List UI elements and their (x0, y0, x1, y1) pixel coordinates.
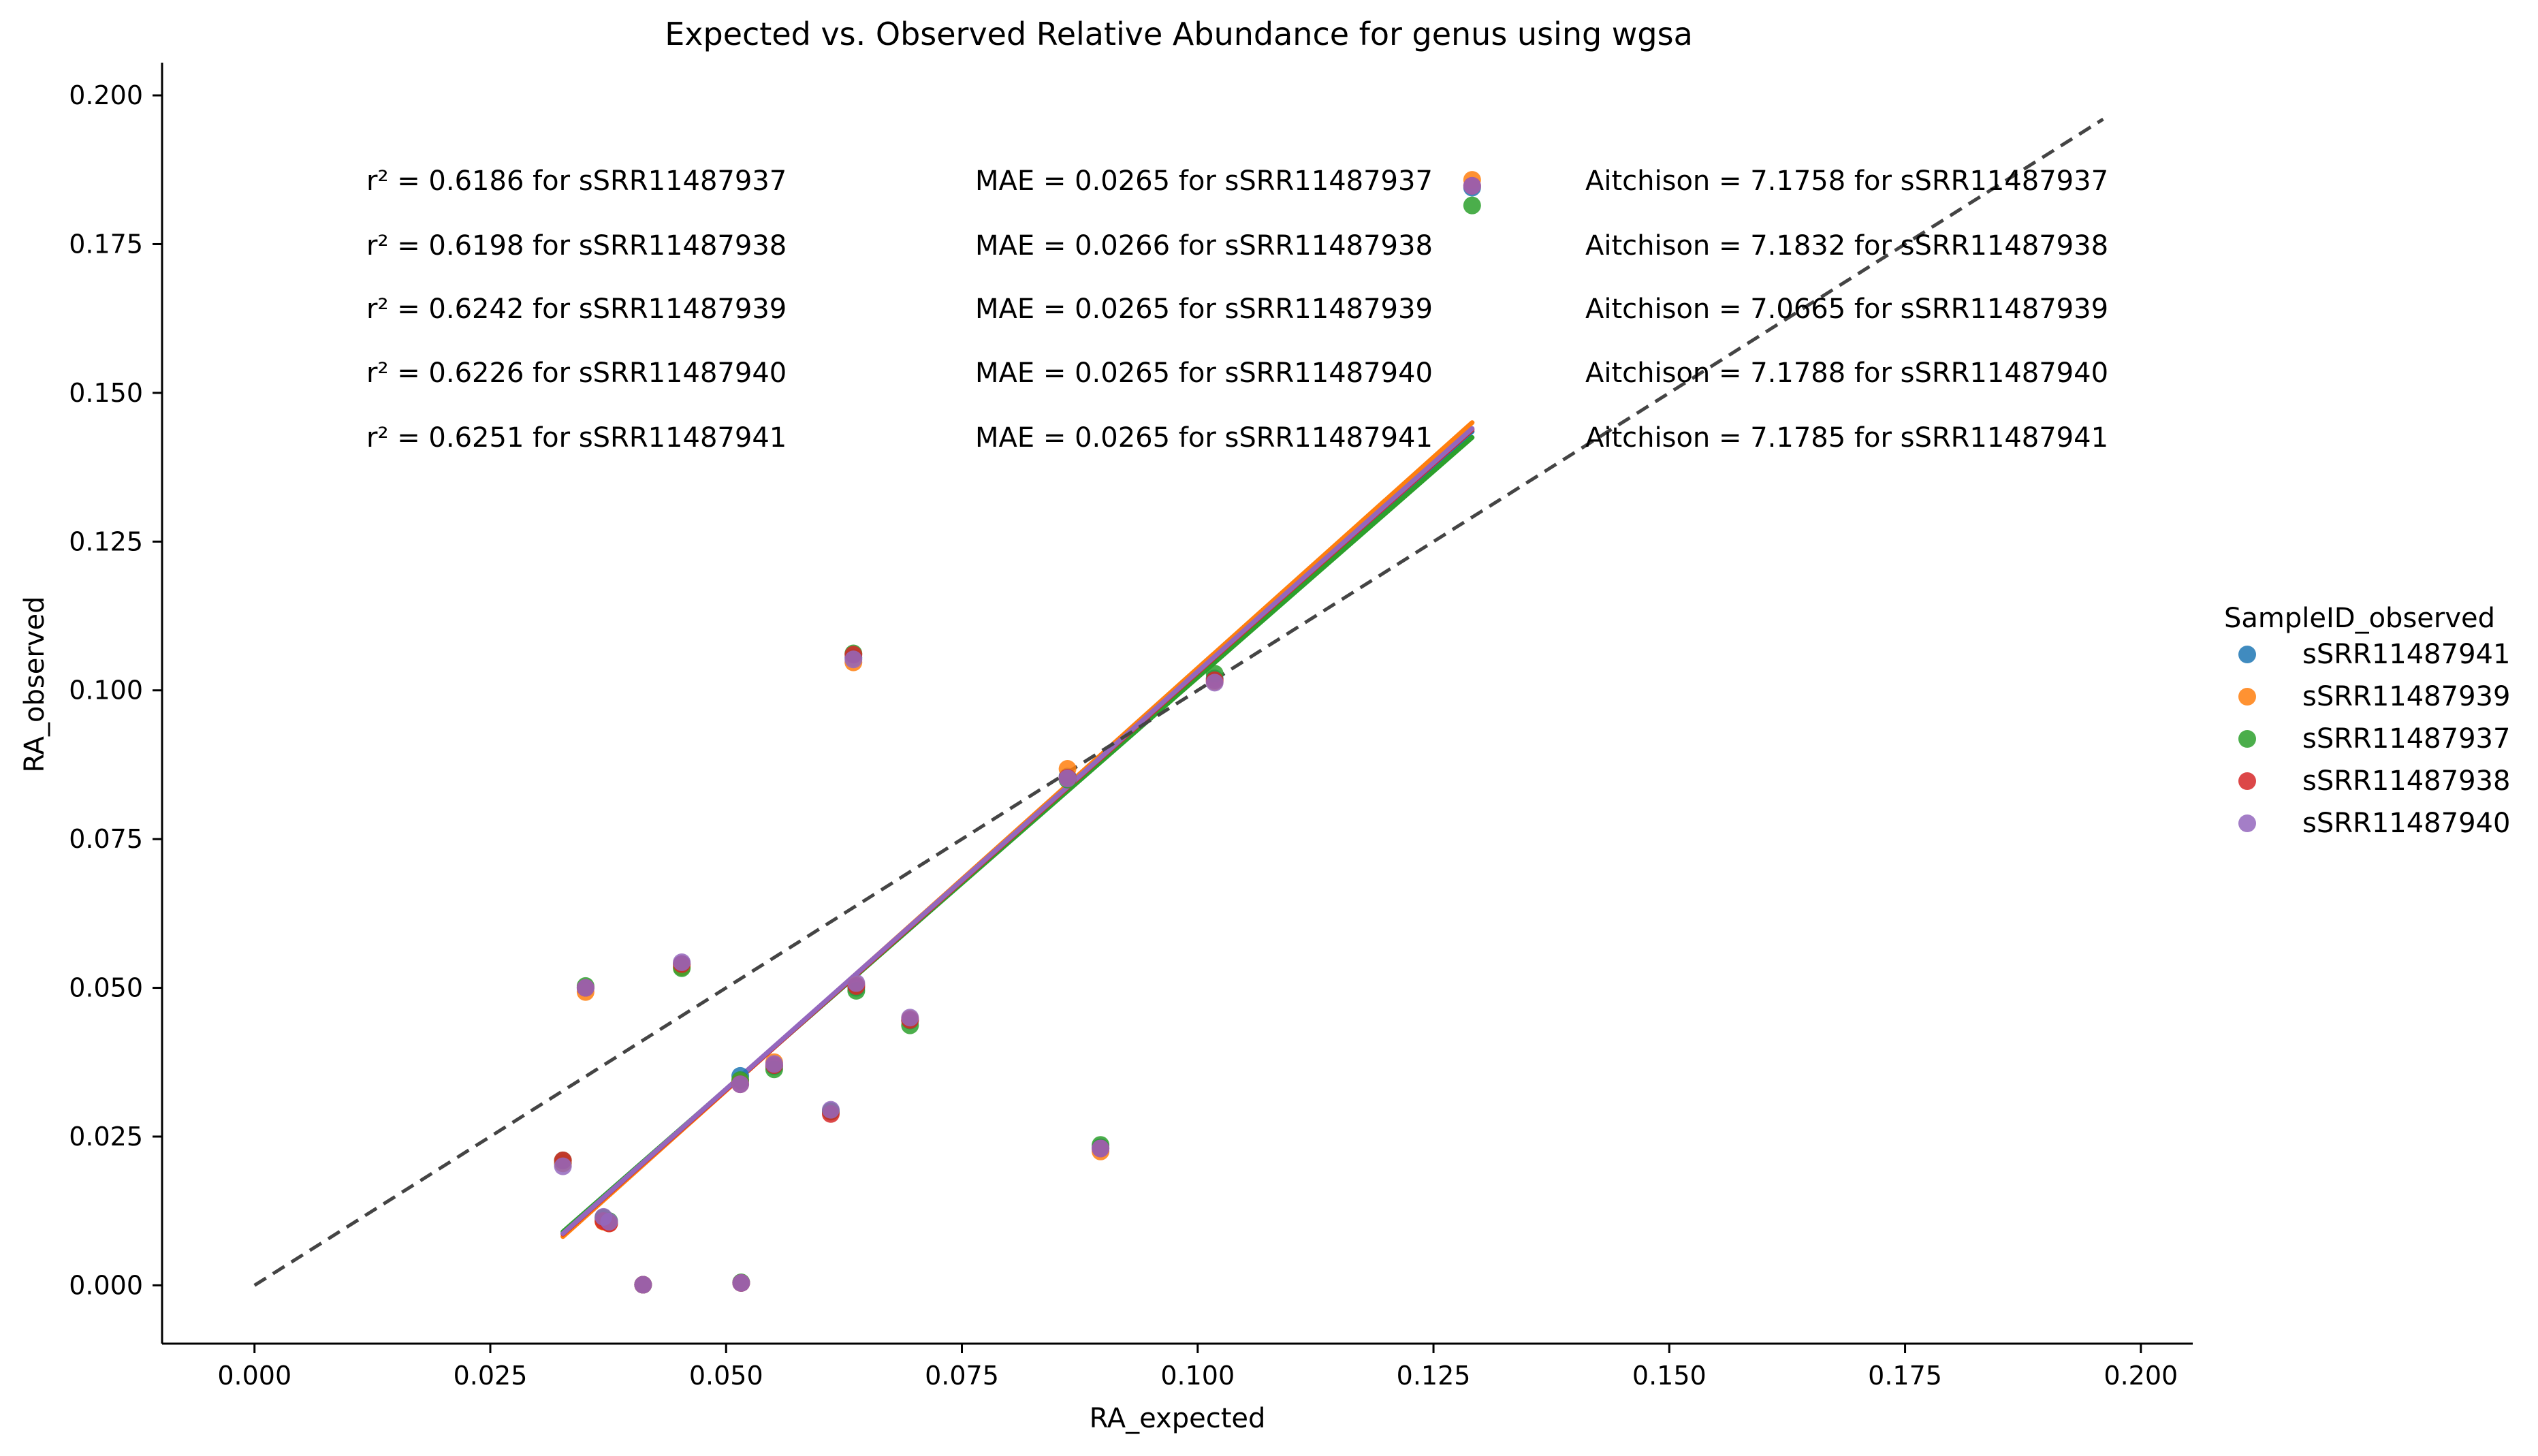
annotation-aitchison: Aitchison = 7.1832 for sSRR11487938 (1585, 230, 2108, 262)
x-tick-label: 0.175 (1868, 1361, 1942, 1391)
legend-title: SampleID_observed (2224, 603, 2495, 634)
chart-title: Expected vs. Observed Relative Abundance… (665, 16, 1693, 52)
annotation-aitchison: Aitchison = 7.1758 for sSRR11487937 (1585, 165, 2108, 197)
x-tick-label: 0.100 (1160, 1361, 1235, 1391)
identity-line-group (253, 117, 2104, 1287)
x-tick-label: 0.050 (689, 1361, 763, 1391)
legend-marker (2238, 814, 2256, 832)
data-point-sSRR11487940 (765, 1055, 783, 1073)
y-tick-label: 0.075 (69, 824, 143, 854)
legend-entry-label: sSRR11487941 (2302, 639, 2510, 670)
y-tick-label: 0.125 (69, 526, 143, 556)
legend-marker (2238, 646, 2256, 663)
annotation-mae: MAE = 0.0266 for sSRR11487938 (975, 230, 1433, 262)
legend-marker (2238, 688, 2256, 706)
annotation-r2: r² = 0.6186 for sSRR11487937 (366, 165, 787, 197)
x-tick-label: 0.200 (2104, 1361, 2178, 1391)
annotation-mae: MAE = 0.0265 for sSRR11487937 (975, 165, 1433, 197)
annotation-mae: MAE = 0.0265 for sSRR11487939 (975, 294, 1433, 325)
regression-lines (560, 420, 1475, 1239)
legend-marker (2238, 772, 2256, 790)
data-point-sSRR11487940 (600, 1212, 618, 1231)
legend-entry-label: sSRR11487938 (2302, 765, 2510, 797)
legend-entry-label: sSRR11487940 (2302, 808, 2510, 839)
x-tick-label: 0.125 (1397, 1361, 1471, 1391)
x-tick-label: 0.150 (1632, 1361, 1707, 1391)
annotation-aitchison: Aitchison = 7.1788 for sSRR11487940 (1585, 358, 2108, 389)
data-point-sSRR11487940 (1205, 674, 1224, 692)
data-point-sSRR11487940 (576, 979, 594, 997)
y-axis-ticks: 0.000 0.025 0.050 0.075 0.100 0.125 0.150 0.175… (69, 80, 162, 1300)
y-tick-label: 0.150 (69, 378, 143, 408)
data-point-sSRR11487940 (554, 1157, 572, 1175)
data-point-sSRR11487940 (1058, 770, 1077, 788)
data-point-sSRR11487940 (732, 1273, 750, 1292)
x-tick-label: 0.025 (454, 1361, 528, 1391)
annotation-aitchison: Aitchison = 7.0665 for sSRR11487939 (1585, 294, 2108, 325)
data-point-sSRR11487940 (673, 953, 691, 971)
x-axis-ticks: 0.000 0.025 0.050 0.075 0.100 0.125 0.150 0.175… (217, 1344, 2178, 1391)
data-point-sSRR11487937 (1463, 196, 1481, 215)
data-point-sSRR11487940 (847, 974, 866, 992)
data-points (554, 171, 1481, 1294)
y-tick-label: 0.200 (69, 80, 143, 110)
data-point-sSRR11487940 (1092, 1139, 1110, 1158)
x-tick-label: 0.075 (925, 1361, 999, 1391)
data-point-sSRR11487940 (1463, 176, 1481, 195)
annotation-r2: r² = 0.6226 for sSRR11487940 (366, 358, 787, 389)
metric-annotations: r² = 0.6186 for sSRR11487937 r² = 0.6198 … (366, 165, 2108, 454)
y-axis-label: RA_observed (19, 597, 50, 773)
data-point-sSRR11487940 (821, 1101, 840, 1119)
legend-entries: sSRR11487941 sSRR11487939 sSRR11487937 sSRR… (2238, 639, 2510, 839)
legend-marker (2238, 730, 2256, 748)
data-point-sSRR11487940 (634, 1276, 652, 1294)
data-point-sSRR11487940 (901, 1009, 919, 1027)
y-tick-label: 0.100 (69, 676, 143, 706)
x-tick-label: 0.000 (217, 1361, 291, 1391)
y-tick-label: 0.175 (69, 229, 143, 259)
annotation-r2: r² = 0.6198 for sSRR11487938 (366, 230, 787, 262)
annotation-r2: r² = 0.6251 for sSRR11487941 (366, 422, 787, 454)
legend-entry-label: sSRR11487939 (2302, 681, 2510, 712)
y-tick-label: 0.050 (69, 973, 143, 1003)
identity-line (253, 117, 2104, 1287)
annotation-mae: MAE = 0.0265 for sSRR11487940 (975, 358, 1433, 389)
annotation-r2: r² = 0.6242 for sSRR11487939 (366, 294, 787, 325)
y-tick-label: 0.025 (69, 1122, 143, 1152)
fit-line-sSRR11487940 (560, 426, 1475, 1236)
annotation-aitchison: Aitchison = 7.1785 for sSRR11487941 (1585, 422, 2108, 454)
annotation-mae: MAE = 0.0265 for sSRR11487941 (975, 422, 1433, 454)
x-axis-label: RA_expected (1090, 1403, 1266, 1434)
y-tick-label: 0.000 (69, 1270, 143, 1300)
legend: SampleID_observed sSRR11487941sSRR114879… (2224, 603, 2510, 839)
data-point-sSRR11487940 (844, 650, 863, 669)
data-point-sSRR11487940 (731, 1075, 750, 1094)
legend-entry-label: sSRR11487937 (2302, 723, 2510, 755)
